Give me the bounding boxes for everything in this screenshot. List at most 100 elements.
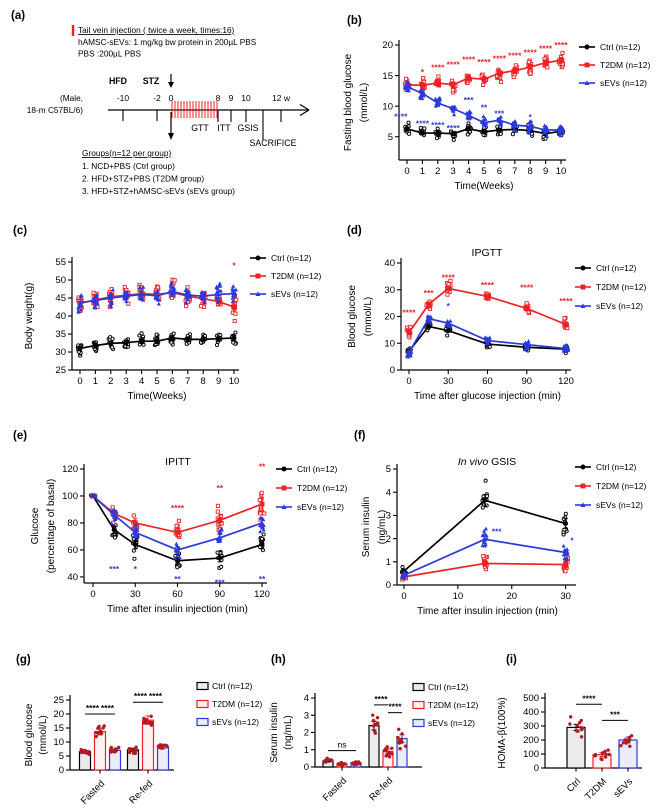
legend-item-label: sEVs (n=12): [596, 301, 643, 311]
y-axis-label: Serum insulin: [269, 702, 280, 763]
y-tick-label: 25: [53, 695, 64, 706]
chart-i: (i) 0 100 200 300 400 500 HOMA-β(100%) Ctrl T2DM s…: [497, 654, 642, 802]
x-axis-label: Time after insulin injection (min): [417, 606, 558, 617]
x-tick-label: 90: [521, 376, 532, 387]
x-tick-label: 3: [451, 166, 456, 177]
y-tick-label: 20: [53, 709, 64, 720]
y-tick-label: 10: [53, 737, 64, 748]
timeline-week-label: -2: [153, 93, 161, 103]
stz-label: STZ: [143, 76, 160, 86]
significance-annotation: ****: [388, 702, 402, 712]
y-tick-label: 100: [523, 749, 539, 760]
series-t2dm: [403, 50, 566, 96]
panel-f-gsis-chart: (f) 0 1 2 3 4 5 0 10 20 30 Time after insulin injec…: [329, 425, 658, 640]
y-tick-label: 5: [386, 464, 391, 475]
legend: Ctrl (n=12) T2DM (n=12) sEVs (n=12): [250, 253, 321, 299]
legend-item-label: Ctrl (n=12): [596, 263, 637, 273]
y-tick-label: 40: [384, 258, 395, 269]
y-tick-label: 30: [384, 285, 395, 296]
y-tick-label: 60: [67, 545, 78, 556]
significance-annotation: ****: [447, 60, 461, 70]
bar-group-Re-fed: [368, 713, 408, 768]
series-t2dm: [404, 278, 570, 340]
x-tick-label: 7: [512, 166, 517, 177]
significance-annotation: ****: [402, 307, 416, 317]
x-tick-label: 0: [401, 591, 406, 602]
x-tick-label: 0: [406, 376, 411, 387]
panel-letter: (a): [11, 10, 25, 22]
y-tick-label: 45: [55, 293, 66, 304]
panel-letter: (b): [347, 15, 362, 27]
x-tick-label: 5: [154, 376, 159, 387]
significance-annotation: ****: [416, 118, 430, 128]
y-tick-label: 30: [55, 347, 66, 358]
y-axis-label: (mmol/L): [359, 83, 370, 122]
significance-annotation: ****: [431, 63, 445, 73]
x-axis-label: Time(Weeks): [128, 391, 187, 402]
significance-annotation: **: [481, 102, 488, 112]
x-axis-label: Time after glucose injection (min): [414, 391, 561, 402]
y-tick-label: 0: [390, 365, 395, 376]
significance-annotation: ****: [481, 280, 495, 290]
significance-annotation: ****: [477, 57, 491, 67]
x-tick-label: 2: [108, 376, 113, 387]
significance-annotation: ****: [539, 44, 553, 54]
y-tick-label: 10: [384, 338, 395, 349]
legend-item-label: sEVs (n=12): [596, 500, 643, 510]
y-tick-label: 35: [55, 329, 66, 340]
y-axis-label: HOMA-β(100%): [497, 697, 508, 768]
mouse-strain-label: 18-m C57BL/6): [27, 105, 83, 115]
timeline-week-label: 10: [241, 93, 251, 103]
x-tick-label: 120: [558, 376, 574, 387]
x-category-label: Re-fed: [127, 778, 155, 806]
series-sevs: [90, 493, 266, 560]
injection-schedule-text: Tail vein injection ( twice a week, time…: [78, 25, 235, 35]
legend: Ctrl (n=12) T2DM (n=12) sEVs (n=12): [575, 462, 646, 510]
x-tick-label: 30: [130, 589, 141, 600]
x-tick-label: 20: [506, 591, 517, 602]
x-tick-label: 60: [482, 376, 493, 387]
y-tick-label: 50: [55, 275, 66, 286]
panel-g-blood-glucose-bars: (g) 0 5 10 15 20 25 Blood glucose (mmol/L) Fasted…: [0, 640, 266, 812]
legend-item-label: sEVs (n=12): [428, 718, 475, 728]
x-category-label: T2DM: [583, 776, 609, 802]
legend-item-label: Ctrl (n=12): [428, 682, 469, 692]
group-item: 2. HFD+STZ+PBS (T2DM group): [82, 174, 204, 184]
significance-annotation: ****: [86, 703, 100, 713]
x-tick-label: 60: [172, 589, 183, 600]
y-axis-label: Glucose: [30, 507, 41, 544]
x-tick-label: 6: [497, 166, 502, 177]
y-tick-label: 0: [534, 763, 539, 774]
legend-item-label: Ctrl (n=12): [297, 464, 338, 474]
legend-item-label: sEVs (n=12): [297, 502, 344, 512]
x-tick-label: 9: [216, 376, 221, 387]
timeline-week-label: 12 w: [272, 93, 291, 103]
series-ctrl: [75, 330, 238, 358]
chart-title: IPITT: [165, 456, 191, 468]
y-axis-label: (ng/mL): [377, 510, 388, 544]
x-category-label: Fasted: [79, 778, 107, 806]
significance-annotation: *: [447, 301, 451, 311]
x-tick-label: 30: [443, 376, 454, 387]
significance-annotation: **: [259, 461, 266, 471]
x-tick-label: 0: [90, 589, 95, 600]
significance-annotation: ***: [492, 527, 503, 537]
significance-annotation: ****: [520, 283, 534, 293]
significance-annotation: ****: [447, 123, 461, 133]
x-tick-label: 4: [466, 166, 471, 177]
y-tick-label: 20: [384, 312, 395, 323]
legend-item-label: T2DM (n=12): [600, 60, 650, 70]
timeline-week-label: 8: [216, 93, 221, 103]
legend-item-label: Ctrl (n=12): [212, 681, 253, 691]
significance-annotation: ****: [374, 694, 388, 704]
x-tick-label: 10: [453, 591, 464, 602]
mouse-strain-label: (Male,: [60, 93, 83, 103]
legend-item-label: T2DM (n=12): [596, 282, 646, 292]
bar-group-Fasted: [322, 756, 362, 768]
legend-item-label: T2DM (n=12): [428, 700, 478, 710]
legend-item-label: Ctrl (n=12): [271, 253, 312, 263]
panel-i-homa-beta-bars: (i) 0 100 200 300 400 500 HOMA-β(100%) Ctrl T2DM s…: [490, 640, 658, 812]
